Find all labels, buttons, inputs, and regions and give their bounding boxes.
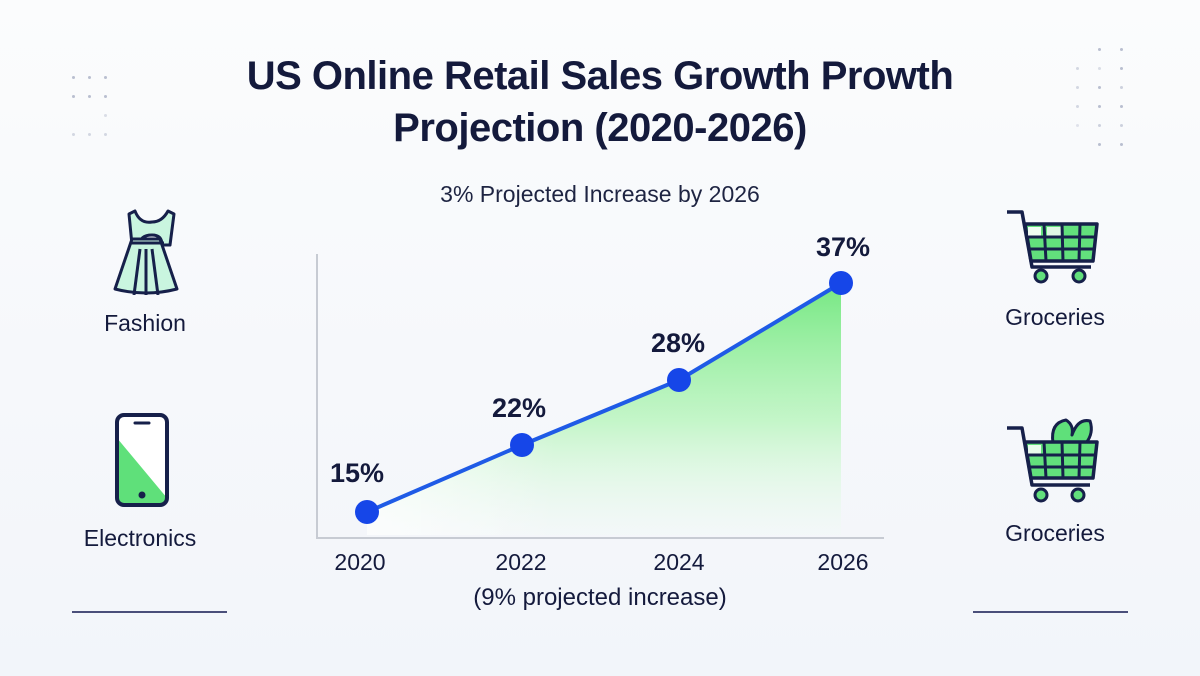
x-tick-2026: 2026 [817,549,868,575]
chart-line [366,281,843,514]
smartphone-icon [115,413,169,507]
chart-title-line-1: US Online Retail Sales Growth Prowth [246,54,954,98]
category-label-fashion: Fashion [104,310,186,336]
chart-title: US Online Retail Sales Growth Prowth Pro… [0,50,1200,154]
data-label-2026: 37% [816,232,870,262]
category-groceries-2: Groceries [970,415,1140,547]
data-labels: 15% 22% 28% 37% [330,232,870,488]
data-label-2022: 22% [492,393,546,423]
decorative-dots-left [72,76,120,136]
chart-area-fill [367,283,841,535]
chart-title-line-2: Projection (2020-2026) [393,106,807,150]
decorative-dots-right [1076,48,1142,146]
data-point-2020[interactable] [355,500,379,524]
category-groceries-1: Groceries [970,205,1140,331]
x-tick-2024: 2024 [653,549,704,575]
chart-axes [316,254,884,539]
data-point-2022[interactable] [510,433,534,457]
x-tick-2020: 2020 [334,549,385,575]
dress-icon [113,209,179,296]
category-label-groceries-2: Groceries [1005,520,1105,546]
shopping-cart-icon [1007,210,1099,284]
data-label-2024: 28% [651,328,705,358]
chart-subtitle: 3% Projected Increase by 2026 [440,181,760,207]
category-fashion: Fashion [60,205,240,337]
category-label-groceries-1: Groceries [1005,304,1105,330]
divider-left [72,611,227,613]
shopping-cart-with-produce-icon [1007,418,1099,503]
data-markers [355,271,853,524]
category-electronics: Electronics [55,410,235,552]
x-axis-label: (9% projected increase) [473,584,726,611]
divider-right [973,611,1128,613]
data-label-2020: 15% [330,458,384,488]
data-point-2026[interactable] [829,271,853,295]
x-axis-ticks: 2020 2022 2024 2026 [334,549,868,575]
data-point-2024[interactable] [667,368,691,392]
x-tick-2022: 2022 [495,549,546,575]
category-label-electronics: Electronics [83,525,197,551]
